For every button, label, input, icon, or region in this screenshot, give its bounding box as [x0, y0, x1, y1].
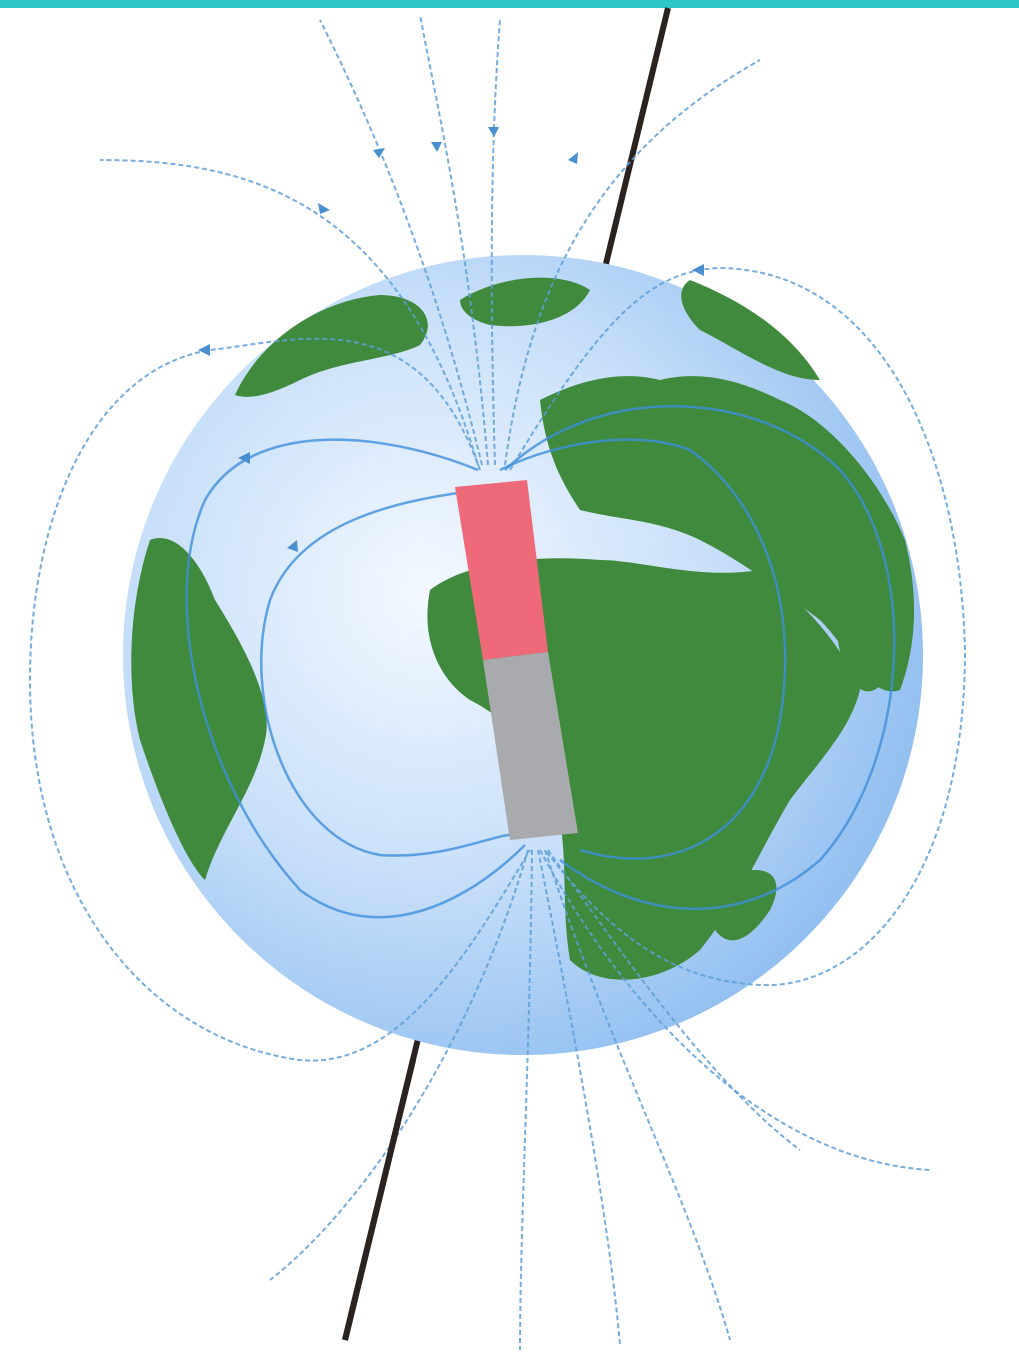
- inner-field-lines: [185, 404, 896, 919]
- field-arrows: [198, 127, 704, 552]
- rotation-axis-front: [342, 1059, 416, 1341]
- magnet-south: [483, 652, 578, 840]
- magnet-north: [455, 480, 548, 660]
- top-bar: [0, 0, 1019, 8]
- field-lines: [28, 14, 967, 1351]
